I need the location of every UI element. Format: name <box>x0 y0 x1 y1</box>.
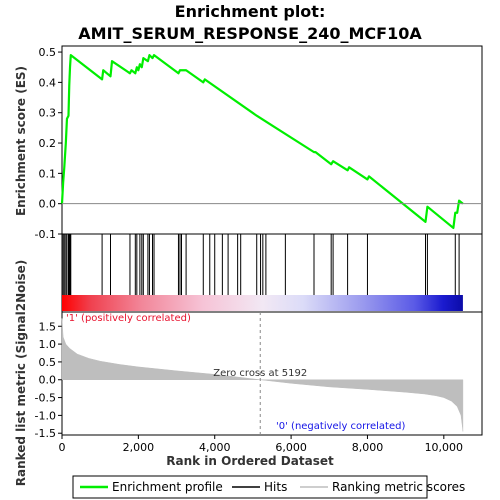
es-y-tick-label: 0.2 <box>39 137 57 150</box>
metric-y-tick-label: -0.5 <box>35 392 56 405</box>
x-tick-label: 2,000 <box>123 441 155 454</box>
es-y-tick-label: 0.1 <box>39 167 57 180</box>
metric-area <box>61 318 464 432</box>
metric-y-tick-label: 0.5 <box>39 356 57 369</box>
metric-y-tick-label: -1.5 <box>35 427 56 440</box>
ranking-heat-strip <box>62 295 463 311</box>
legend-profile-label: Enrichment profile <box>112 480 223 494</box>
chart-title-line1: Enrichment plot: <box>175 2 326 21</box>
metric-y-tick-label: 0.0 <box>39 374 57 387</box>
enrichment-series <box>60 53 464 230</box>
metric-y-tick-label: 1.5 <box>39 320 57 333</box>
x-tick-label: 4,000 <box>199 441 231 454</box>
es-y-tick-label: 0.3 <box>39 107 57 120</box>
metric-y-axis: -1.5 -1.0 -0.5 0.0 0.5 1.0 1.5 <box>35 320 62 440</box>
positive-correlation-label: '1' (positively correlated) <box>66 313 191 324</box>
es-y-axis-label: Enrichment score (ES) <box>14 66 28 216</box>
enrichment-profile-line <box>60 53 464 230</box>
negative-correlation-label: '0' (negatively correlated) <box>276 421 405 432</box>
metric-y-tick-label: -1.0 <box>35 409 56 422</box>
zero-cross-label: Zero cross at 5192 <box>213 368 307 379</box>
legend: Enrichment profile Hits Ranking metric s… <box>72 475 465 499</box>
metric-y-axis-label: Ranked list metric (Signal2Noise) <box>14 260 28 487</box>
es-panel-frame <box>61 45 483 235</box>
chart-title-line2: AMIT_SERUM_RESPONSE_240_MCF10A <box>78 24 422 43</box>
es-y-tick-label: -0.1 <box>35 228 56 241</box>
x-axis: 0 2,000 4,000 6,000 8,000 10,000 <box>59 435 464 454</box>
x-axis-label: Rank in Ordered Dataset <box>166 454 334 468</box>
metric-y-tick-label: 1.0 <box>39 338 57 351</box>
es-y-axis: -0.1 0.0 0.1 0.2 0.3 0.4 0.5 <box>35 46 62 241</box>
es-y-tick-label: 0.5 <box>39 46 57 59</box>
es-y-tick-label: 0.0 <box>39 198 57 211</box>
legend-hits-label: Hits <box>264 480 287 494</box>
x-tick-label: 8,000 <box>352 441 384 454</box>
x-tick-label: 6,000 <box>275 441 307 454</box>
hits-series <box>62 234 460 295</box>
metric-series <box>61 318 464 432</box>
x-tick-label: 0 <box>59 441 66 454</box>
x-tick-label: 10,000 <box>425 441 464 454</box>
es-y-tick-label: 0.4 <box>39 76 57 89</box>
legend-metric-label: Ranking metric scores <box>332 480 465 494</box>
